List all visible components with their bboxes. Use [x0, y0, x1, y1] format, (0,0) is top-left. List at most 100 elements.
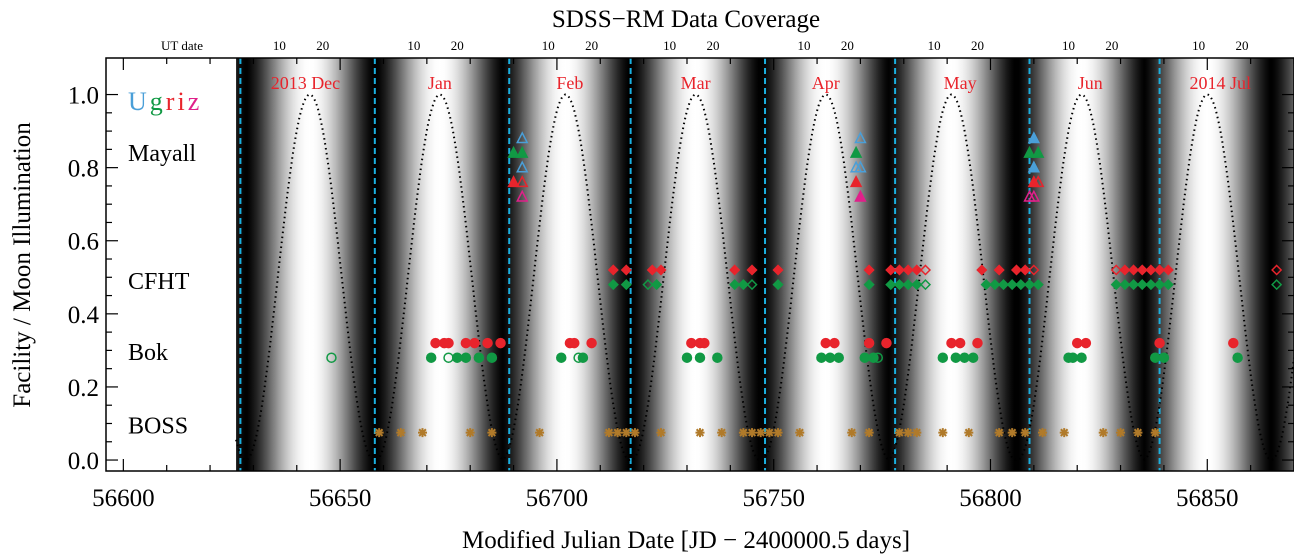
asterisk-stroke	[895, 428, 904, 437]
cfht-r-point	[976, 264, 988, 276]
cfht-r-point	[911, 264, 923, 276]
x-tick-label: 56850	[1176, 485, 1239, 512]
boss-point	[374, 428, 384, 438]
boss-point	[621, 428, 631, 438]
mayall-r-point	[516, 175, 529, 188]
boss-point	[1007, 428, 1017, 438]
cfht-g-point	[863, 279, 875, 291]
cfht-g-point	[1162, 279, 1174, 291]
facility-label: Mayall	[128, 141, 196, 167]
bok-g-point	[694, 352, 706, 363]
boss-point	[1133, 428, 1143, 438]
boss-point	[604, 428, 614, 438]
mayall-u-point	[1027, 160, 1041, 173]
asterisk-stroke	[487, 428, 496, 437]
asterisk-stroke	[1038, 428, 1047, 437]
asterisk-stroke	[1151, 428, 1160, 437]
chart-title: SDSS−RM Data Coverage	[552, 6, 820, 33]
axes: 56600 56650 56700 56750 56800 56850 0.0 0.2 0.4 0…	[68, 38, 1294, 512]
mayall-r-point	[849, 175, 863, 188]
bok-g-point	[712, 352, 723, 363]
month-label: Mar	[681, 73, 711, 93]
bok-r-point	[1228, 337, 1239, 349]
boss-point	[994, 428, 1004, 438]
month-label: Feb	[556, 73, 583, 93]
mayall-g-point	[516, 145, 529, 158]
boss-point	[1150, 428, 1160, 438]
bok-g-point	[577, 352, 589, 363]
asterisk-stroke	[904, 428, 913, 437]
asterisk-stroke	[535, 428, 544, 437]
asterisk-stroke	[1008, 428, 1017, 437]
cfht-g-point	[919, 279, 932, 291]
asterisk-stroke	[795, 428, 804, 437]
asterisk-stroke	[604, 428, 614, 437]
mayall-u-point	[1027, 131, 1041, 144]
top-axis-label: UT date	[161, 38, 203, 53]
cfht-r-point	[1110, 264, 1122, 276]
boss-point	[1098, 428, 1108, 438]
top-tick-label: 20	[971, 38, 984, 53]
facility-labels: Mayall CFHT Bok BOSS	[128, 141, 196, 439]
boss-point	[1020, 428, 1030, 438]
bok-g-point	[872, 352, 884, 363]
bok-r-point	[495, 337, 506, 349]
boss-point	[465, 428, 475, 438]
bok-r-point	[1071, 337, 1083, 349]
boss-point	[418, 428, 428, 438]
asterisk-stroke	[1116, 428, 1125, 437]
boss-point	[613, 428, 623, 438]
cfht-g-point	[1154, 279, 1166, 291]
boss-point	[938, 428, 948, 438]
asterisk-stroke	[995, 428, 1004, 437]
boss-point	[894, 428, 904, 438]
bok-g-point	[326, 352, 337, 363]
facility-label: CFHT	[128, 269, 190, 295]
boss-point	[912, 428, 922, 438]
mayall-g-point	[849, 145, 863, 158]
asterisk-stroke	[847, 428, 856, 437]
bok-g-point	[425, 352, 437, 363]
boss-point	[487, 428, 497, 438]
cfht-r-point	[1145, 264, 1157, 276]
bok-g-point	[556, 352, 567, 363]
cfht-g-point	[1110, 279, 1122, 291]
mayall-z-point	[1027, 189, 1041, 202]
cfht-g-point	[607, 279, 619, 291]
cfht-g-point	[1136, 279, 1148, 291]
cfht-r-point	[863, 264, 875, 276]
mayall-g-point	[1032, 145, 1045, 158]
bok-g-point	[486, 352, 498, 363]
top-tick-label: 20	[585, 38, 598, 53]
cfht-r-point	[1128, 264, 1140, 276]
bok-r-point	[460, 337, 472, 349]
mayall-u-point	[516, 160, 529, 173]
bok-r-point	[863, 337, 875, 349]
mayall-r-point	[507, 175, 520, 188]
asterisk-stroke	[1133, 428, 1142, 437]
month-label: Jun	[1078, 73, 1103, 93]
bok-r-point	[430, 337, 441, 349]
cfht-g-point	[737, 279, 749, 291]
cfht-g-point	[1015, 279, 1027, 291]
bok-g-point	[959, 352, 970, 363]
y-tick-label: 0.8	[68, 156, 99, 183]
mayall-g-point	[1023, 145, 1036, 158]
boss-point	[773, 428, 783, 438]
x-tick-label: 56750	[742, 485, 805, 512]
bok-r-point	[1080, 337, 1092, 349]
bok-g-point	[967, 352, 979, 363]
cfht-g-point	[911, 279, 923, 291]
top-tick-label: 10	[928, 38, 941, 53]
bok-r-point	[829, 337, 840, 349]
bok-g-point	[937, 352, 949, 363]
top-tick-label: 10	[1062, 38, 1075, 53]
asterisk-stroke	[912, 428, 921, 437]
cfht-r-point	[1136, 264, 1148, 276]
y-tick-label: 0.4	[68, 302, 100, 329]
band-legend-letter: g	[150, 87, 163, 116]
cfht-r-point	[1019, 264, 1031, 276]
asterisk-stroke	[375, 428, 384, 437]
boss-point	[864, 428, 874, 438]
